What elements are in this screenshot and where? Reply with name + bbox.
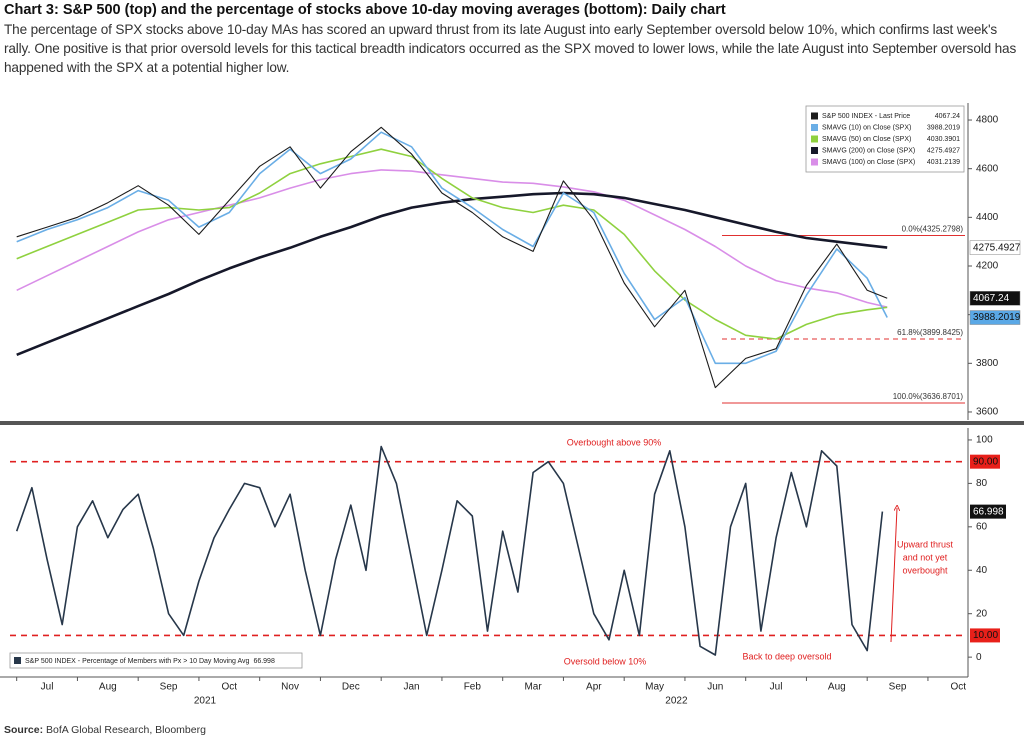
source-label: Source: [4, 724, 44, 736]
x-tick-label: Jun [707, 682, 723, 693]
legend-swatch [811, 147, 818, 154]
legend-value: 4030.3901 [927, 136, 960, 143]
y-tick-label: 40 [976, 565, 988, 576]
legend: S&P 500 INDEX - Last Price 4067.24 SMAVG (… [805, 105, 965, 173]
legend-label: S&P 500 INDEX - Percentage of Members wi… [25, 658, 275, 665]
annotation: Overbought above 90% [567, 437, 662, 447]
last-value-label: 4067.24 [973, 293, 1010, 304]
fib-level-label: 61.8%(3899.8425) [897, 328, 963, 337]
legend-label: SMAVG (50) on Close (SPX) [822, 136, 911, 143]
y-tick-label: 4200 [976, 261, 999, 272]
series-line [15, 445, 884, 656]
reference-value-label: 10.00 [973, 630, 998, 641]
y-tick-label: 0 [976, 652, 982, 663]
legend-swatch [811, 158, 818, 166]
x-tick-label: Jul [41, 682, 54, 693]
x-tick-label: Jan [403, 682, 419, 693]
y-tick-label: 80 [976, 478, 988, 489]
x-tick-label: May [645, 682, 664, 693]
fib-level-label: 100.0%(3636.8701) [893, 392, 964, 401]
series-line [16, 131, 888, 365]
annotation-arrow [890, 508, 897, 643]
x-tick-label: Nov [281, 682, 299, 693]
y-tick-label: 100 [976, 435, 993, 446]
year-label: 2021 [194, 696, 217, 707]
reference-value-label: 90.00 [973, 456, 998, 467]
x-tick-label: Oct [222, 682, 238, 693]
y-tick-label: 3800 [976, 358, 999, 369]
last-value-box [969, 240, 1021, 255]
source: Source: BofA Global Research, Bloomberg [4, 724, 206, 736]
description: The percentage of SPX stocks above 10-da… [4, 22, 1017, 75]
legend-label: S&P 500 INDEX - Last Price [822, 113, 910, 120]
legend-label: SMAVG (10) on Close (SPX) [822, 124, 911, 131]
chart-title: Chart 3: S&P 500 (top) and the percentag… [4, 2, 726, 18]
x-tick-label: Jul [770, 682, 783, 693]
annotation: Back to deep oversold [742, 651, 831, 661]
last-value-label: 3988.2019 [973, 312, 1021, 323]
legend-box [805, 105, 965, 173]
legend-name: S&P 500 INDEX - Percentage of Members wi… [25, 658, 250, 665]
y-tick-label: 4400 [976, 212, 999, 223]
header: Chart 3: S&P 500 (top) and the percentag… [4, 0, 1020, 77]
reference-value-box [970, 628, 1000, 643]
legend-swatch [811, 112, 818, 120]
y-tick-label: 4600 [976, 163, 999, 174]
last-value-label: 66.998 [973, 506, 1004, 517]
legend-value: 4275.4927 [927, 147, 960, 154]
y-tick-label: 60 [976, 521, 988, 532]
last-value-label: 4275.4927 [973, 242, 1021, 253]
annotation: Oversold below 10% [564, 656, 647, 666]
x-tick-label: Aug [828, 682, 846, 693]
x-tick-label: Apr [586, 682, 602, 693]
x-tick-label: Dec [342, 682, 360, 693]
legend-value: 4067.24 [935, 113, 960, 120]
legend-label: SMAVG (100) on Close (SPX) [822, 159, 915, 166]
y-tick-label: 3600 [976, 407, 999, 418]
year-label: 2022 [665, 696, 688, 707]
series-line [16, 169, 888, 308]
last-value-box [970, 504, 1006, 519]
x-tick-label: Sep [889, 682, 907, 693]
y-tick-label: 20 [976, 608, 988, 619]
x-tick-label: Oct [951, 682, 967, 693]
legend-swatch [811, 135, 818, 143]
series-line [16, 148, 888, 340]
x-tick-label: Feb [464, 682, 482, 693]
legend-value: 3988.2019 [927, 124, 960, 131]
x-tick-label: Sep [160, 682, 178, 693]
panel-divider [0, 421, 1024, 425]
legend-label: SMAVG (200) on Close (SPX) [822, 147, 915, 154]
legend-swatch [811, 124, 818, 131]
y-tick-label: 4800 [976, 115, 999, 126]
annotation: Upward thrust [897, 539, 954, 549]
reference-value-box [970, 454, 1000, 469]
annotation: overbought [902, 565, 948, 575]
source-text: BofA Global Research, Bloomberg [46, 724, 206, 736]
fib-level-label: 0.0%(4325.2798) [902, 225, 964, 234]
last-value-box [969, 291, 1021, 306]
legend-value: 66.998 [253, 658, 275, 665]
last-value-box [969, 310, 1021, 325]
x-tick-label: Aug [99, 682, 117, 693]
legend-value: 4031.2139 [927, 159, 960, 166]
annotation: and not yet [903, 552, 948, 562]
legend-swatch [14, 657, 21, 664]
series-line [16, 191, 888, 357]
legend-box [9, 652, 303, 669]
x-tick-label: Mar [524, 682, 542, 693]
series-line [16, 126, 888, 389]
